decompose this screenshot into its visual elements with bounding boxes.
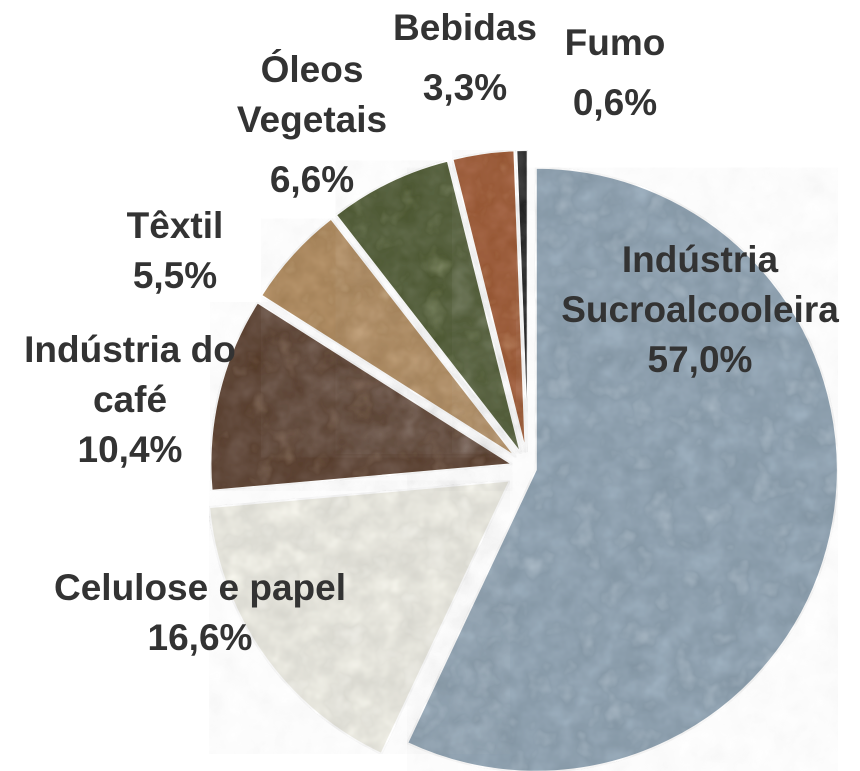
value-label: 5,5% <box>133 255 217 296</box>
slice-label: Fumo <box>565 22 666 63</box>
value-label: 6,6% <box>270 159 354 200</box>
pie-slice <box>208 479 512 756</box>
slice-label: Bebidas <box>393 7 537 48</box>
pie-slice <box>451 149 527 453</box>
slice-label: Óleos <box>261 48 364 90</box>
value-label: 16,6% <box>148 617 253 658</box>
slice-label: Têxtil <box>127 205 224 246</box>
pie-slice <box>259 217 517 459</box>
slice-label: café <box>93 379 167 420</box>
pie-slice <box>334 159 522 455</box>
value-label: 57,0% <box>648 339 753 380</box>
pie-slice <box>405 166 839 771</box>
slice-label: Indústria do <box>24 329 236 370</box>
slice-label: Indústria <box>622 239 779 280</box>
value-label: 0,6% <box>573 82 657 123</box>
pie-slice <box>515 149 529 453</box>
pie-slice <box>209 301 516 492</box>
value-label: 10,4% <box>78 429 183 470</box>
slice-label: Vegetais <box>237 99 387 140</box>
slice-label: Sucroalcooleira <box>561 289 839 330</box>
value-label: 3,3% <box>423 67 507 108</box>
slice-label: Celulose e papel <box>54 567 346 608</box>
